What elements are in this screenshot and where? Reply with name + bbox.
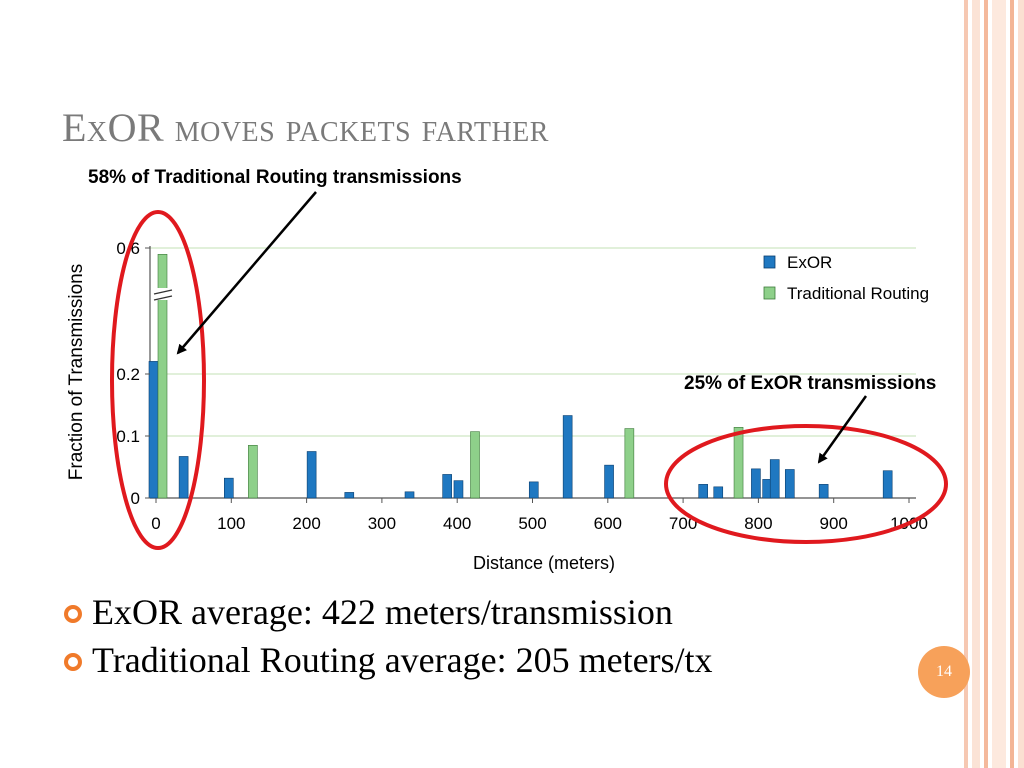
y-axis-label: Fraction of Transmissions xyxy=(66,264,87,480)
x-tick-label: 500 xyxy=(518,514,546,533)
bullet-icon xyxy=(64,605,82,623)
highlight-ellipse-left xyxy=(110,210,206,550)
bars xyxy=(148,254,893,499)
y-tick-label: 0 xyxy=(131,489,140,508)
x-tick-label: 100 xyxy=(217,514,245,533)
bar-exor xyxy=(442,474,452,499)
bullet-text: ExOR average: 422 meters/transmission xyxy=(92,592,673,632)
x-tick-label: 600 xyxy=(594,514,622,533)
bullet-text: Traditional Routing average: 205 meters/… xyxy=(92,640,713,680)
bar-traditional-routing xyxy=(248,444,258,499)
bar-exor xyxy=(882,470,893,499)
y-tick-label: 0.2 xyxy=(116,365,140,384)
legend-label-exor: ExOR xyxy=(787,253,832,272)
bar-traditional-routing xyxy=(624,428,635,499)
x-axis-label: Distance (meters) xyxy=(473,553,615,573)
bar-exor xyxy=(306,451,317,499)
callout-left: 58% of Traditional Routing transmissions xyxy=(88,167,462,188)
bar-traditional-routing xyxy=(733,427,744,499)
bar-exor xyxy=(751,468,761,499)
bar-exor xyxy=(784,469,795,499)
highlight-ellipse-right xyxy=(664,424,948,544)
bar-traditional-routing xyxy=(157,254,168,499)
decorative-stripes xyxy=(964,0,1024,768)
bar-exor xyxy=(453,480,464,499)
y-tick-label: 0.1 xyxy=(116,427,140,446)
bar-exor xyxy=(769,459,780,499)
legend-swatch-traditional xyxy=(763,286,776,300)
legend-label-traditional: Traditional Routing xyxy=(787,284,929,303)
bar-exor xyxy=(698,484,708,499)
bar-exor xyxy=(404,491,415,499)
x-tick-label: 400 xyxy=(443,514,471,533)
bullet-item: Traditional Routing average: 205 meters/… xyxy=(62,636,713,684)
bar-exor xyxy=(224,477,234,499)
bullet-icon xyxy=(64,653,82,671)
x-tick-label: 300 xyxy=(368,514,396,533)
legend: ExOR Traditional Routing xyxy=(763,253,929,303)
bar-exor xyxy=(713,486,724,499)
callout-arrow-right xyxy=(817,395,868,464)
x-tick-label: 800 xyxy=(744,514,772,533)
gridlines xyxy=(150,247,916,437)
x-tick-label: 0 xyxy=(151,514,160,533)
bar-traditional-routing xyxy=(470,431,480,499)
legend-swatch-exor xyxy=(763,255,776,269)
x-tick-label: 900 xyxy=(820,514,848,533)
bar-exor xyxy=(178,456,189,499)
bullet-list: ExOR average: 422 meters/transmission Tr… xyxy=(62,588,713,684)
slide-title: ExOR moves packets farther xyxy=(62,105,549,150)
x-tick-label: 200 xyxy=(292,514,320,533)
callout-arrow-left xyxy=(176,191,317,355)
axis-ticks: 0 100 200 300 400 500 600 700 800 900 100000.10.20… xyxy=(116,239,928,533)
bar-exor xyxy=(562,415,573,499)
bullet-item: ExOR average: 422 meters/transmission xyxy=(62,588,713,636)
axis-break-marker xyxy=(153,288,173,301)
bar-exor xyxy=(148,361,159,499)
page-number-badge: 14 xyxy=(918,646,970,698)
bar-exor xyxy=(528,481,539,499)
bar-exor xyxy=(344,492,355,499)
bar-exor xyxy=(818,484,829,499)
callout-right: 25% of ExOR transmissions xyxy=(684,373,936,394)
bar-exor xyxy=(604,464,614,499)
